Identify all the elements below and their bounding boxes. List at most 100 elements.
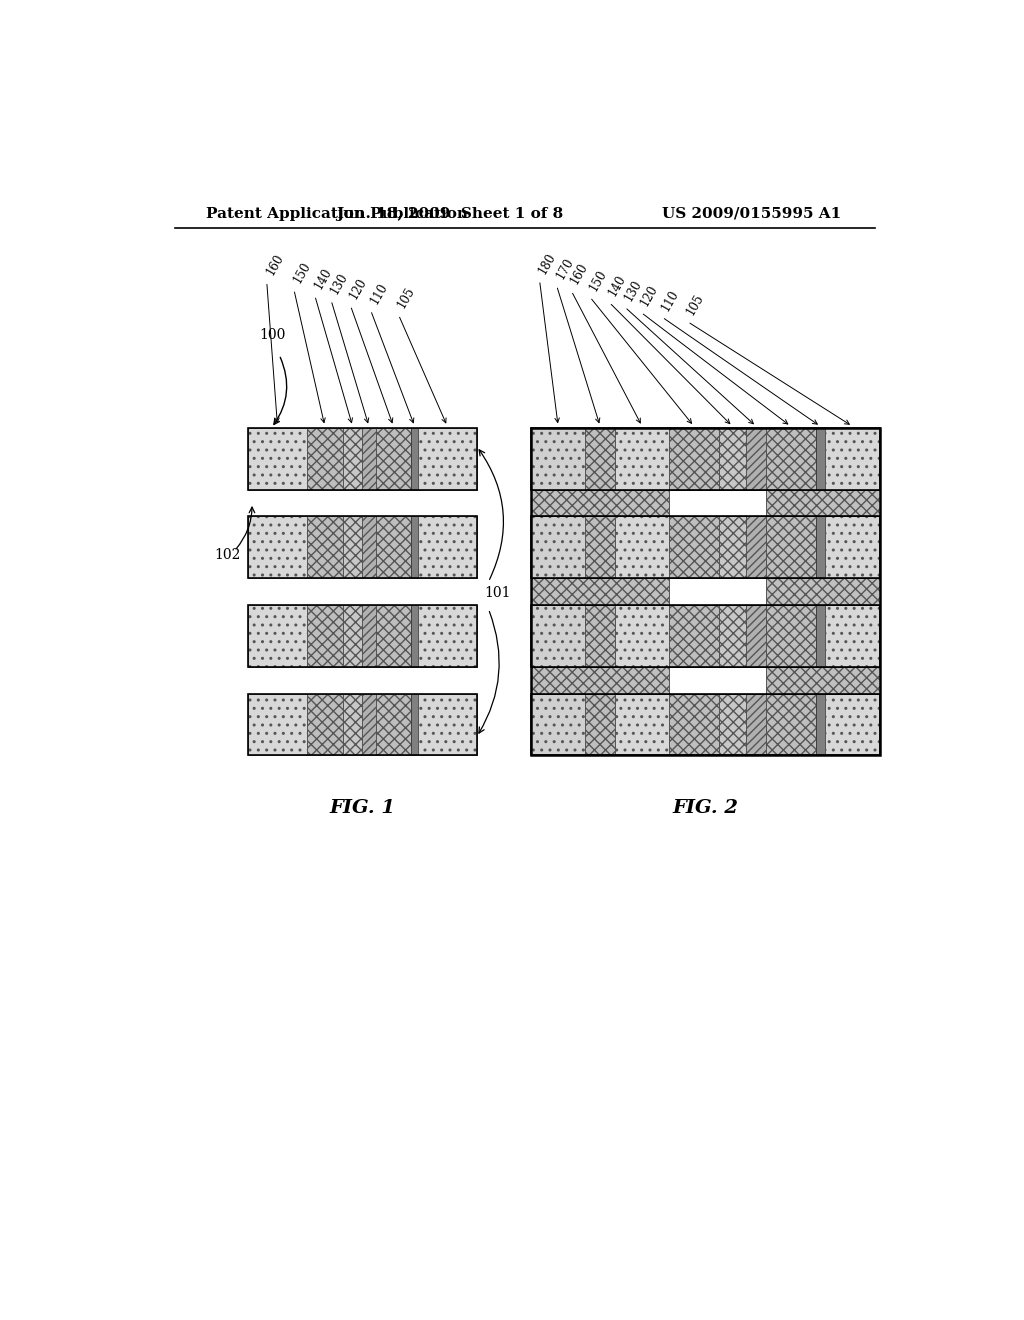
Bar [615,693,670,755]
Bar [307,605,343,667]
Text: Jun. 18, 2009  Sheet 1 of 8: Jun. 18, 2009 Sheet 1 of 8 [336,207,563,220]
Bar [376,516,412,578]
Text: 101: 101 [484,586,511,601]
Bar [343,428,362,490]
Bar [362,605,376,667]
Text: 105: 105 [684,292,707,318]
Text: 130: 130 [328,271,350,296]
Text: 180: 180 [537,251,559,276]
Bar [418,516,477,578]
Bar [248,605,307,667]
Bar [531,516,586,578]
Bar [531,605,586,667]
Bar [586,428,615,490]
Bar [376,693,412,755]
Bar [248,605,477,667]
Bar [615,516,670,578]
Text: Patent Application Publication: Patent Application Publication [206,207,468,220]
Bar [766,578,880,605]
Bar [376,605,412,667]
Bar [766,605,815,667]
Bar [412,428,418,490]
Bar [418,693,477,755]
Text: 110: 110 [658,288,681,313]
Text: 170: 170 [554,256,575,281]
Bar [376,428,412,490]
Bar [248,693,307,755]
Bar [362,516,376,578]
Bar [766,516,815,578]
Bar [815,693,825,755]
Bar [825,693,880,755]
Bar [670,605,719,667]
Bar [248,693,477,755]
Bar [670,693,719,755]
Text: 140: 140 [606,273,629,298]
Bar [418,428,477,490]
Text: US 2009/0155995 A1: US 2009/0155995 A1 [662,207,841,220]
Bar [307,693,343,755]
Text: 105: 105 [395,285,418,312]
Bar [825,516,880,578]
Bar [531,428,880,490]
Bar [418,605,477,667]
Bar [412,693,418,755]
Bar [531,428,880,755]
Bar [248,428,477,490]
Bar [746,693,766,755]
Bar [531,428,586,490]
Bar [825,605,880,667]
Bar [615,605,670,667]
Text: 100: 100 [260,329,286,342]
Bar [307,428,343,490]
Text: 160: 160 [568,261,591,286]
Text: FIG. 2: FIG. 2 [673,799,738,817]
Bar [531,578,670,605]
Bar [531,490,670,516]
Bar [248,516,477,578]
Bar [362,428,376,490]
Bar [248,428,307,490]
Bar [531,693,880,755]
Bar [531,605,880,667]
Bar [615,428,670,490]
Bar [343,605,362,667]
Bar [586,516,615,578]
Bar [531,667,670,693]
Bar [412,605,418,667]
Bar [766,428,815,490]
Text: 102: 102 [215,548,242,562]
Bar [746,516,766,578]
Bar [766,667,880,693]
Text: 160: 160 [263,252,286,277]
Text: 120: 120 [347,276,370,302]
Bar [746,605,766,667]
Text: 150: 150 [587,267,609,293]
Bar [766,490,880,516]
Bar [362,693,376,755]
Bar [719,516,746,578]
Bar [531,516,880,578]
Text: 130: 130 [622,277,644,304]
Bar [719,605,746,667]
Bar [343,516,362,578]
Bar [586,605,615,667]
Bar [815,428,825,490]
Text: FIG. 1: FIG. 1 [330,799,395,817]
Bar [719,428,746,490]
Bar [825,428,880,490]
Bar [307,516,343,578]
Bar [248,516,307,578]
Bar [746,428,766,490]
Text: 140: 140 [311,265,334,292]
Bar [586,693,615,755]
Bar [766,693,815,755]
Bar [343,693,362,755]
Bar [531,693,586,755]
Bar [412,516,418,578]
Bar [815,605,825,667]
Bar [670,428,719,490]
Bar [719,693,746,755]
Text: 150: 150 [291,260,313,285]
Bar [670,516,719,578]
